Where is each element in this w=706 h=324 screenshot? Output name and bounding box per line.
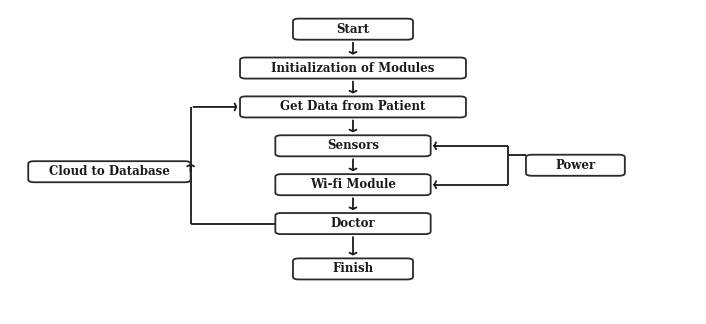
FancyBboxPatch shape bbox=[293, 18, 413, 40]
FancyBboxPatch shape bbox=[526, 155, 625, 176]
FancyBboxPatch shape bbox=[240, 58, 466, 79]
Text: Wi-fi Module: Wi-fi Module bbox=[310, 178, 396, 191]
FancyBboxPatch shape bbox=[275, 135, 431, 156]
FancyBboxPatch shape bbox=[275, 174, 431, 195]
FancyBboxPatch shape bbox=[275, 213, 431, 234]
FancyBboxPatch shape bbox=[240, 96, 466, 118]
Text: Start: Start bbox=[337, 23, 369, 36]
Text: Finish: Finish bbox=[333, 262, 373, 275]
FancyBboxPatch shape bbox=[28, 161, 191, 182]
Text: Cloud to Database: Cloud to Database bbox=[49, 165, 170, 178]
Text: Doctor: Doctor bbox=[330, 217, 376, 230]
Text: Get Data from Patient: Get Data from Patient bbox=[280, 100, 426, 113]
Text: Sensors: Sensors bbox=[327, 139, 379, 152]
FancyBboxPatch shape bbox=[293, 259, 413, 279]
Text: Initialization of Modules: Initialization of Modules bbox=[271, 62, 435, 75]
Text: Power: Power bbox=[555, 159, 596, 172]
